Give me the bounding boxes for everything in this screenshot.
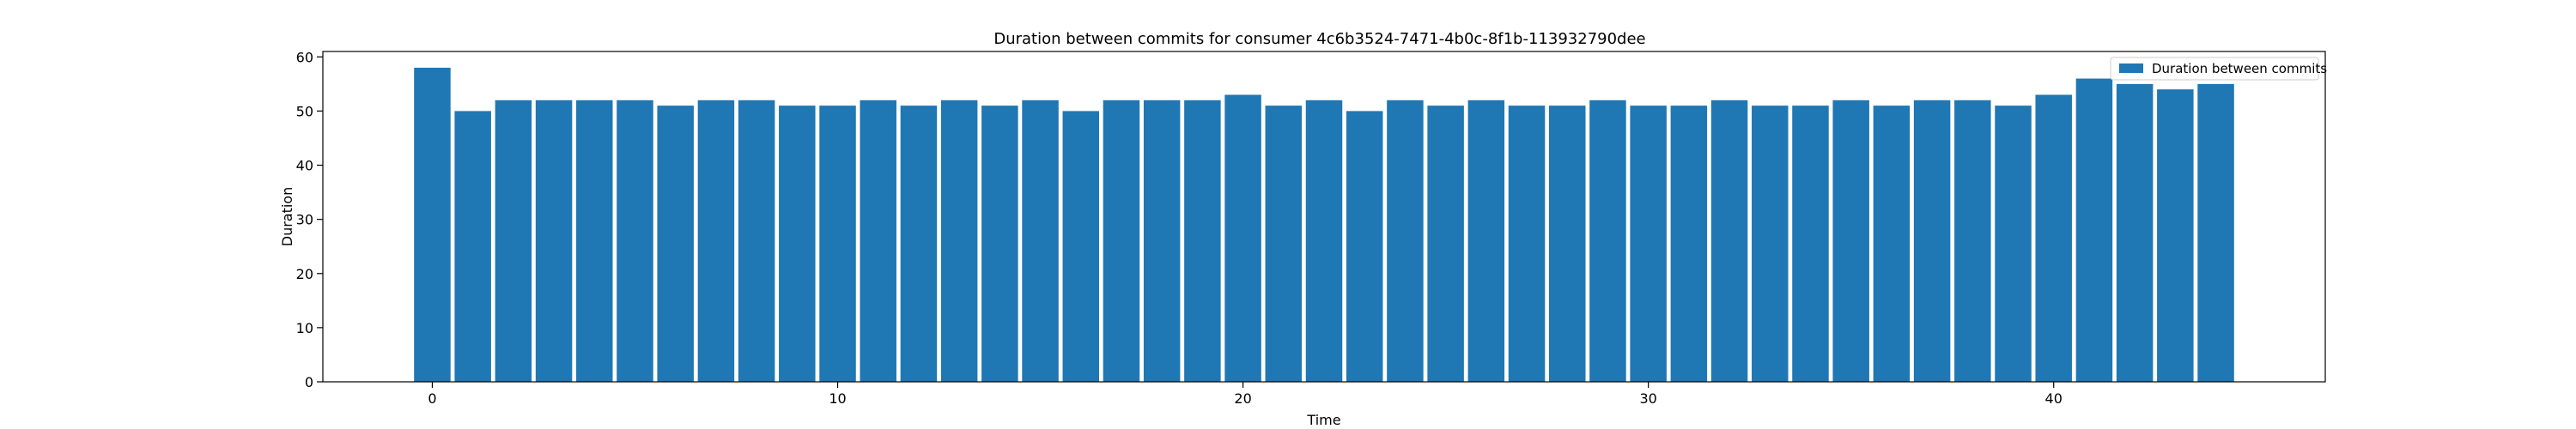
bar-3: [536, 100, 572, 382]
bar-24: [1387, 100, 1423, 382]
bar-17: [1103, 100, 1139, 382]
legend-label: Duration between commits: [2152, 61, 2327, 76]
x-tick-label-30: 30: [1639, 390, 1656, 407]
y-tick-label-60: 60: [296, 49, 313, 65]
bar-0: [414, 68, 450, 382]
bar-7: [698, 100, 734, 382]
bar-26: [1468, 100, 1504, 382]
bar-31: [1671, 106, 1707, 382]
bar-32: [1711, 100, 1747, 382]
bar-2: [495, 100, 532, 382]
bar-36: [1874, 106, 1910, 382]
bar-9: [779, 106, 815, 382]
bar-5: [617, 100, 653, 382]
bar-1: [454, 111, 490, 382]
bar-34: [1792, 106, 1828, 382]
bar-10: [819, 106, 855, 382]
y-tick-label-10: 10: [296, 320, 313, 336]
bar-38: [1954, 100, 1990, 382]
bar-35: [1832, 100, 1868, 382]
bar-23: [1346, 111, 1382, 382]
bar-40: [2035, 94, 2071, 382]
bar-29: [1589, 100, 1625, 382]
bar-11: [860, 100, 896, 382]
y-tick-label-30: 30: [296, 212, 313, 228]
bar-13: [941, 100, 977, 382]
bar-16: [1063, 111, 1099, 382]
bar-21: [1266, 106, 1302, 382]
bar-18: [1144, 100, 1180, 382]
bar-15: [1022, 100, 1058, 382]
bar-43: [2157, 89, 2193, 382]
bar-4: [576, 100, 612, 382]
y-axis-title: Duration: [279, 187, 295, 247]
bar-12: [901, 106, 937, 382]
y-tick-label-50: 50: [296, 103, 313, 119]
bar-44: [2197, 84, 2233, 382]
bar-39: [1995, 106, 2031, 382]
bar-42: [2117, 84, 2153, 382]
bar-14: [981, 106, 1018, 382]
bar-30: [1630, 106, 1666, 382]
bar-22: [1306, 100, 1342, 382]
bar-25: [1427, 106, 1463, 382]
bar-28: [1549, 106, 1585, 382]
legend-swatch: [2119, 63, 2143, 73]
bar-41: [2076, 79, 2112, 382]
bar-19: [1184, 100, 1220, 382]
y-tick-label-20: 20: [296, 266, 313, 282]
x-tick-label-10: 10: [829, 390, 846, 407]
bar-20: [1224, 94, 1261, 382]
y-tick-label-0: 0: [305, 374, 313, 390]
bar-6: [657, 106, 693, 382]
bars-layer: [414, 68, 2234, 382]
x-tick-label-20: 20: [1234, 390, 1251, 407]
x-tick-label-0: 0: [428, 390, 436, 407]
bar-27: [1509, 106, 1545, 382]
x-axis-title: Time: [1306, 412, 1340, 428]
bar-37: [1914, 100, 1950, 382]
bar-8: [738, 100, 775, 382]
legend: Duration between commits: [2111, 57, 2327, 80]
x-tick-label-40: 40: [2045, 390, 2063, 407]
y-tick-label-40: 40: [296, 158, 313, 174]
chart-title: Duration between commits for consumer 4c…: [993, 30, 1645, 48]
bar-33: [1752, 106, 1788, 382]
